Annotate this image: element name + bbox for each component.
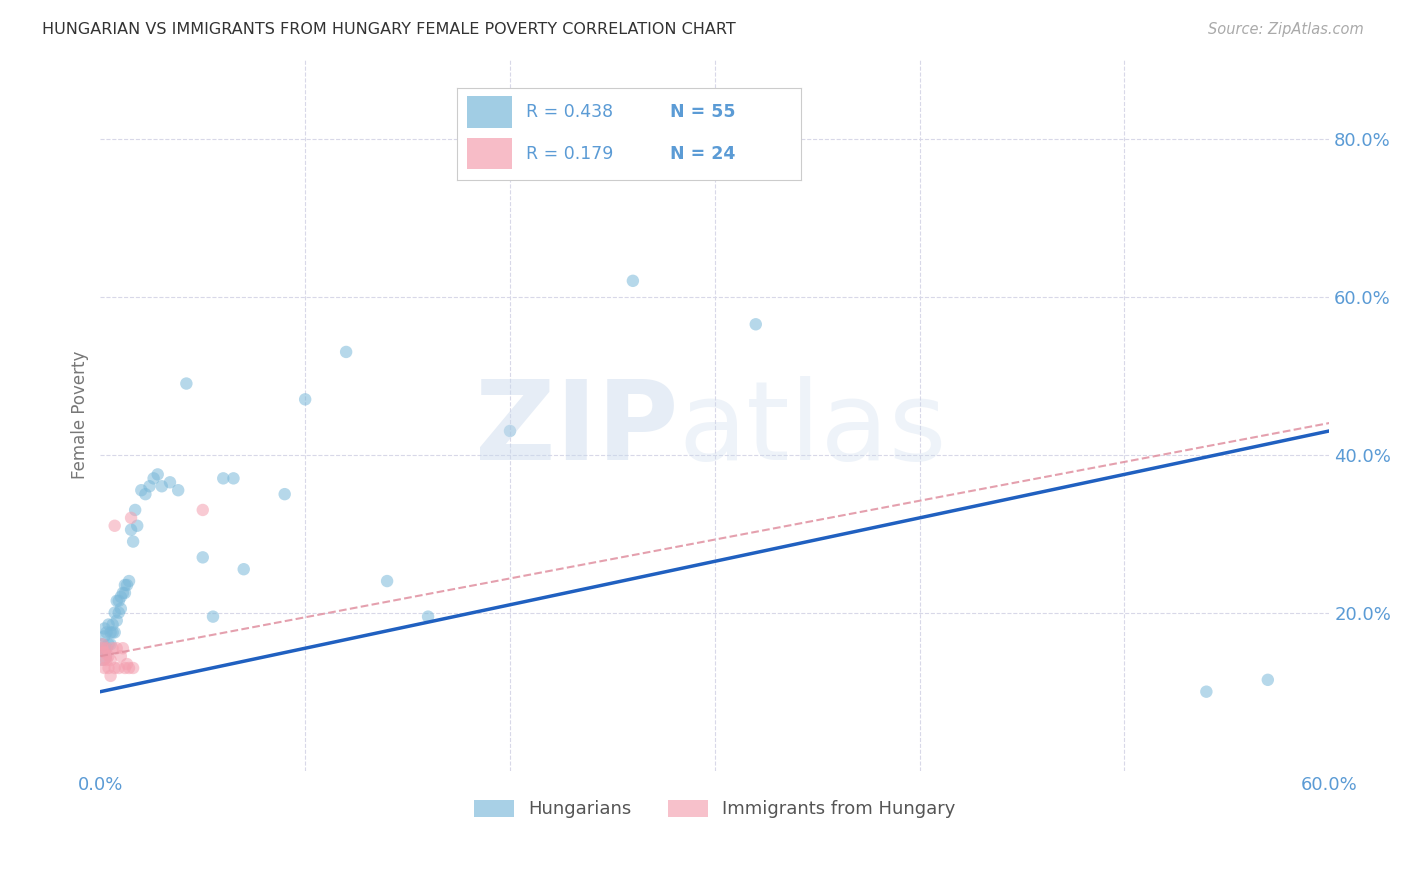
Point [118, 574, 141, 588]
Point [100, 669, 122, 683]
Point [104, 625, 127, 640]
Point [212, 471, 235, 485]
Text: atlas: atlas [678, 376, 946, 483]
Point [97, 661, 120, 675]
Point [97, 637, 120, 651]
Point [91, 637, 114, 651]
Point [294, 392, 316, 407]
Point [273, 487, 295, 501]
Point [100, 653, 122, 667]
Point [93, 622, 115, 636]
Point [107, 606, 129, 620]
Point [91, 637, 114, 651]
Legend: Hungarians, Immigrants from Hungary: Hungarians, Immigrants from Hungary [467, 792, 963, 826]
Point [114, 578, 136, 592]
Text: ZIP: ZIP [475, 376, 678, 483]
Point [96, 625, 118, 640]
Point [110, 601, 132, 615]
Point [127, 518, 149, 533]
Point [101, 641, 124, 656]
Point [105, 641, 128, 656]
Point [118, 661, 141, 675]
Point [101, 625, 124, 640]
Point [91, 649, 114, 664]
Point [100, 637, 122, 651]
Point [115, 657, 138, 671]
Point [134, 487, 156, 501]
Point [97, 649, 120, 664]
Point [100, 625, 122, 640]
Point [96, 641, 118, 656]
Point [107, 661, 129, 675]
Point [745, 318, 768, 332]
Point [91, 649, 114, 664]
Point [96, 653, 118, 667]
Point [104, 606, 127, 620]
Point [101, 617, 124, 632]
Point [191, 503, 214, 517]
Point [176, 376, 198, 391]
Point [110, 649, 132, 664]
Point [232, 562, 254, 576]
Text: HUNGARIAN VS IMMIGRANTS FROM HUNGARY FEMALE POVERTY CORRELATION CHART: HUNGARIAN VS IMMIGRANTS FROM HUNGARY FEM… [42, 22, 735, 37]
Point [1257, 673, 1279, 687]
Point [138, 479, 160, 493]
Point [375, 574, 398, 588]
Point [111, 586, 134, 600]
Point [191, 550, 214, 565]
Point [335, 345, 357, 359]
Point [114, 586, 136, 600]
Point [131, 483, 153, 498]
Point [115, 578, 138, 592]
Point [97, 617, 120, 632]
Point [96, 641, 118, 656]
Point [91, 641, 114, 656]
Point [122, 534, 145, 549]
Point [142, 471, 165, 485]
Point [120, 523, 142, 537]
Point [107, 594, 129, 608]
Point [114, 661, 136, 675]
Y-axis label: Female Poverty: Female Poverty [72, 351, 89, 479]
Point [122, 661, 145, 675]
Point [93, 661, 115, 675]
Point [104, 518, 127, 533]
Point [222, 471, 245, 485]
Point [91, 641, 114, 656]
Point [105, 614, 128, 628]
Point [150, 479, 173, 493]
Point [621, 274, 644, 288]
Point [93, 645, 115, 659]
Point [104, 661, 127, 675]
Point [120, 511, 142, 525]
Text: Source: ZipAtlas.com: Source: ZipAtlas.com [1208, 22, 1364, 37]
Point [416, 609, 439, 624]
Point [105, 594, 128, 608]
Point [110, 590, 132, 604]
Point [167, 483, 190, 498]
Point [93, 629, 115, 643]
Point [93, 645, 115, 659]
Point [111, 641, 134, 656]
Point [1195, 684, 1218, 698]
Point [146, 467, 169, 482]
Point [499, 424, 522, 438]
Point [201, 609, 224, 624]
Point [124, 503, 146, 517]
Point [159, 475, 181, 490]
